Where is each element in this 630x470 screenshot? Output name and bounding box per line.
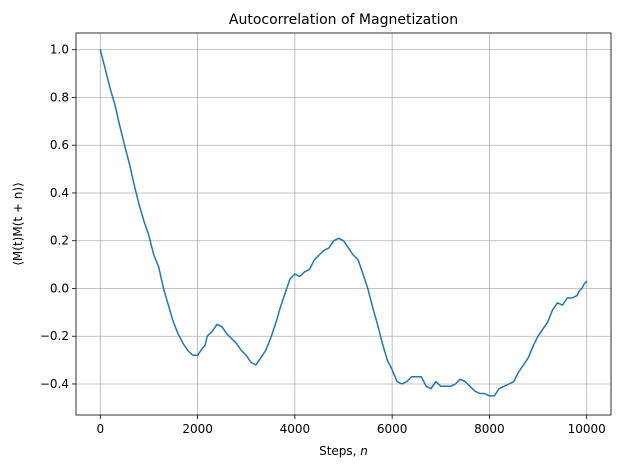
y-tick-label: 0.0 bbox=[50, 281, 69, 295]
x-axis-label-variable: n bbox=[360, 444, 368, 458]
y-tick-label: −0.2 bbox=[40, 329, 69, 343]
x-axis-label-text: Steps, bbox=[319, 444, 360, 458]
y-tick-label: 0.4 bbox=[50, 186, 69, 200]
x-axis-ticks: 0 2000 4000 6000 8000 10000 bbox=[96, 415, 606, 436]
x-tick-label: 8000 bbox=[474, 422, 505, 436]
series-layer bbox=[99, 48, 588, 397]
y-tick-label: 0.8 bbox=[50, 90, 69, 104]
x-tick-label: 4000 bbox=[280, 422, 311, 436]
y-tick-label: 0.6 bbox=[50, 138, 69, 152]
y-tick-label: −0.4 bbox=[40, 377, 69, 391]
x-tick-label: 2000 bbox=[182, 422, 213, 436]
grid bbox=[76, 33, 611, 415]
x-tick-label: 6000 bbox=[377, 422, 408, 436]
chart-title: Autocorrelation of Magnetization bbox=[229, 12, 458, 28]
x-tick-label: 0 bbox=[96, 422, 104, 436]
x-axis-label: Steps, n bbox=[319, 444, 368, 458]
y-axis-label: ⟨M(t)M(t + n)⟩ bbox=[11, 182, 25, 266]
y-tick-label: 1.0 bbox=[50, 43, 69, 57]
x-tick-label: 10000 bbox=[568, 422, 606, 436]
y-tick-label: 0.2 bbox=[50, 234, 69, 248]
plot-frame bbox=[75, 32, 612, 416]
y-axis-ticks: −0.4 −0.2 0.0 0.2 0.4 0.6 0.8 1.0 bbox=[40, 43, 76, 391]
series-line-0 bbox=[99, 48, 588, 397]
